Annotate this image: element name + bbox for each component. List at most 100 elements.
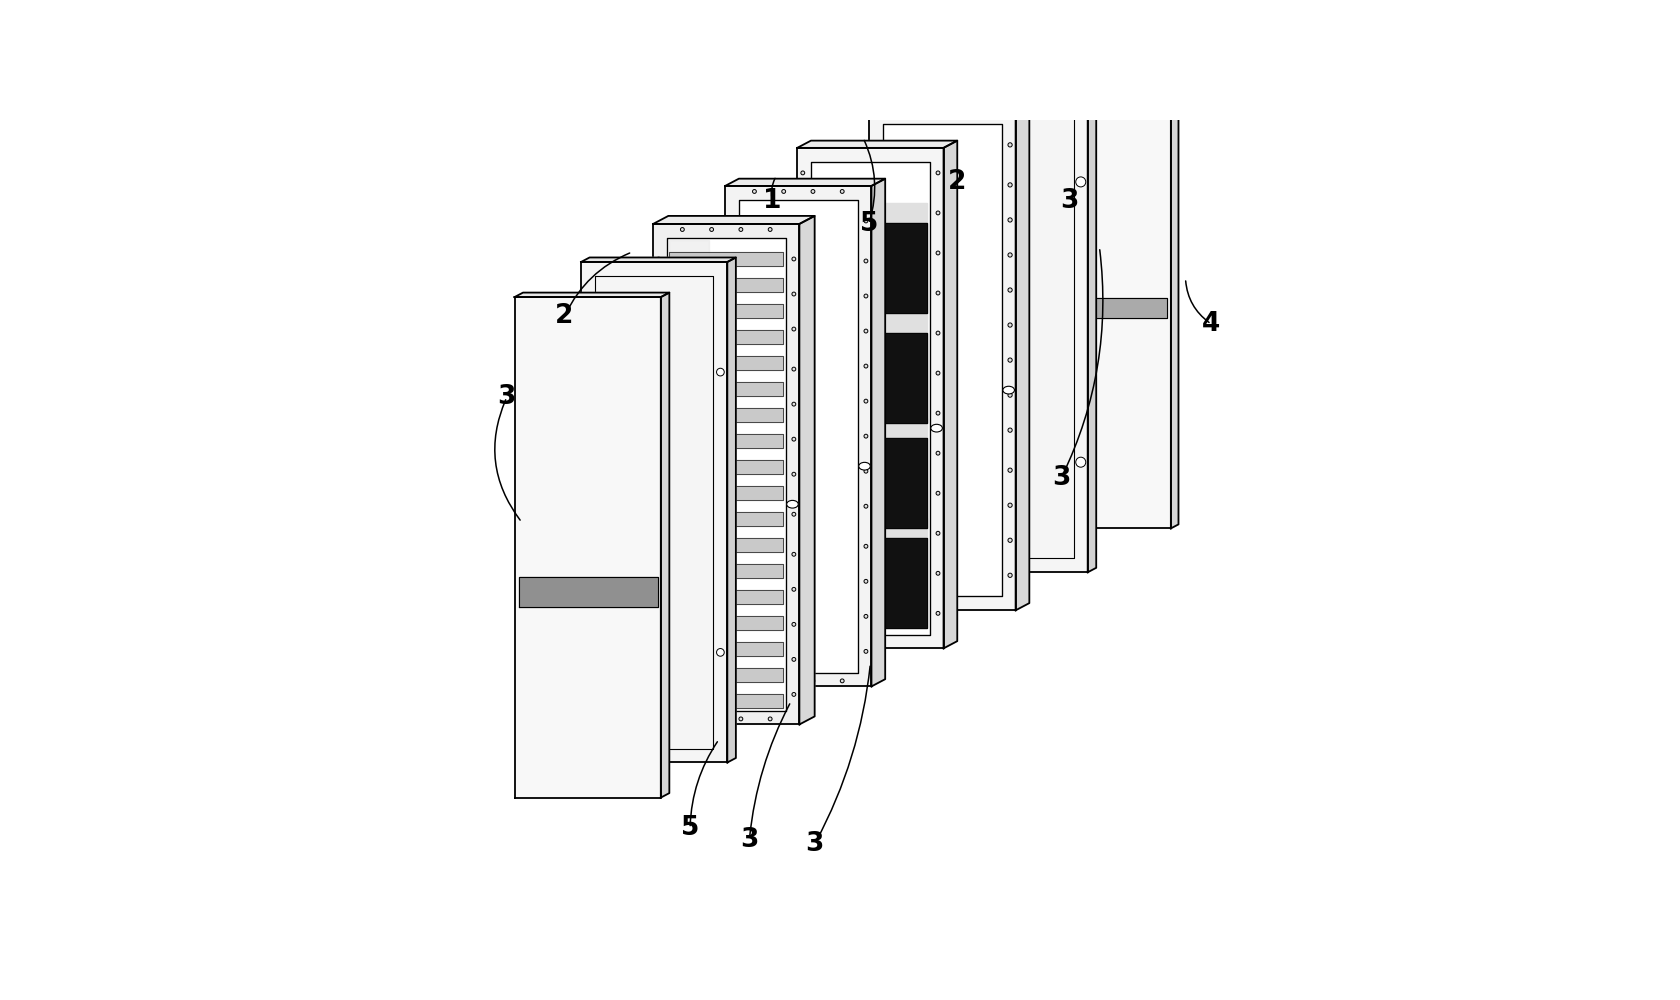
Circle shape — [864, 329, 869, 333]
Circle shape — [801, 291, 805, 295]
Polygon shape — [669, 240, 709, 708]
Polygon shape — [669, 486, 783, 500]
Circle shape — [791, 292, 796, 296]
Circle shape — [864, 544, 869, 548]
Polygon shape — [751, 636, 793, 666]
Circle shape — [936, 411, 939, 415]
Circle shape — [937, 597, 948, 608]
Polygon shape — [581, 262, 727, 762]
Circle shape — [936, 571, 939, 575]
Circle shape — [729, 364, 732, 368]
Polygon shape — [726, 179, 885, 186]
Polygon shape — [800, 216, 815, 724]
Polygon shape — [751, 216, 793, 246]
Circle shape — [657, 367, 660, 371]
Circle shape — [729, 614, 732, 618]
Circle shape — [739, 717, 743, 721]
Polygon shape — [727, 257, 736, 762]
Circle shape — [657, 402, 660, 406]
Polygon shape — [798, 141, 958, 148]
Circle shape — [657, 657, 660, 661]
Circle shape — [1075, 177, 1085, 187]
Polygon shape — [669, 382, 783, 396]
Polygon shape — [669, 590, 783, 604]
Polygon shape — [1032, 298, 1168, 318]
Circle shape — [791, 512, 796, 516]
Polygon shape — [581, 257, 736, 262]
Circle shape — [1008, 428, 1011, 432]
Polygon shape — [669, 278, 783, 292]
Circle shape — [1075, 457, 1085, 467]
Circle shape — [936, 371, 939, 375]
Circle shape — [1008, 573, 1011, 577]
Circle shape — [872, 428, 877, 432]
Polygon shape — [739, 200, 857, 673]
Ellipse shape — [786, 500, 798, 508]
Circle shape — [768, 717, 773, 721]
Circle shape — [791, 367, 796, 371]
Circle shape — [791, 692, 796, 696]
Circle shape — [801, 491, 805, 495]
Polygon shape — [669, 330, 783, 344]
Polygon shape — [669, 252, 783, 266]
Circle shape — [657, 692, 660, 696]
Circle shape — [936, 451, 939, 455]
Circle shape — [801, 171, 805, 175]
Circle shape — [864, 579, 869, 583]
Circle shape — [801, 611, 805, 615]
Polygon shape — [813, 203, 927, 223]
Circle shape — [872, 393, 877, 397]
Circle shape — [1008, 143, 1011, 147]
Polygon shape — [884, 124, 1001, 596]
Circle shape — [872, 538, 877, 542]
Circle shape — [657, 512, 660, 516]
Circle shape — [729, 649, 732, 653]
Circle shape — [753, 679, 756, 683]
Polygon shape — [869, 103, 1030, 110]
Text: 5: 5 — [680, 815, 699, 841]
Polygon shape — [1025, 24, 1178, 28]
Polygon shape — [1016, 103, 1030, 610]
Circle shape — [791, 437, 796, 441]
Circle shape — [791, 622, 796, 626]
Circle shape — [657, 257, 660, 261]
Text: 1: 1 — [763, 188, 781, 214]
Circle shape — [936, 291, 939, 295]
Circle shape — [872, 143, 877, 147]
Text: 3: 3 — [1052, 465, 1070, 491]
Polygon shape — [514, 297, 660, 798]
Text: 3: 3 — [806, 831, 823, 857]
Circle shape — [1008, 183, 1011, 187]
Circle shape — [872, 503, 877, 507]
Circle shape — [872, 573, 877, 577]
Circle shape — [872, 358, 877, 362]
Polygon shape — [669, 512, 783, 526]
Circle shape — [1008, 503, 1011, 507]
Circle shape — [791, 587, 796, 591]
Polygon shape — [669, 538, 783, 552]
Polygon shape — [944, 141, 958, 648]
Circle shape — [791, 327, 796, 331]
Circle shape — [936, 331, 939, 335]
Circle shape — [1008, 323, 1011, 327]
Polygon shape — [669, 304, 783, 318]
Circle shape — [657, 552, 660, 556]
Ellipse shape — [931, 424, 942, 432]
Polygon shape — [941, 67, 1097, 72]
Circle shape — [781, 190, 786, 193]
Circle shape — [729, 259, 732, 263]
Circle shape — [729, 399, 732, 403]
Circle shape — [729, 469, 732, 473]
Circle shape — [585, 368, 591, 376]
Circle shape — [864, 504, 869, 508]
Circle shape — [791, 657, 796, 661]
Polygon shape — [1025, 28, 1171, 528]
Polygon shape — [872, 179, 885, 686]
Text: 3: 3 — [497, 384, 516, 410]
Circle shape — [864, 399, 869, 403]
Circle shape — [872, 218, 877, 222]
Text: 3: 3 — [741, 827, 759, 853]
Circle shape — [840, 679, 843, 683]
Circle shape — [739, 228, 743, 231]
Circle shape — [1008, 218, 1011, 222]
